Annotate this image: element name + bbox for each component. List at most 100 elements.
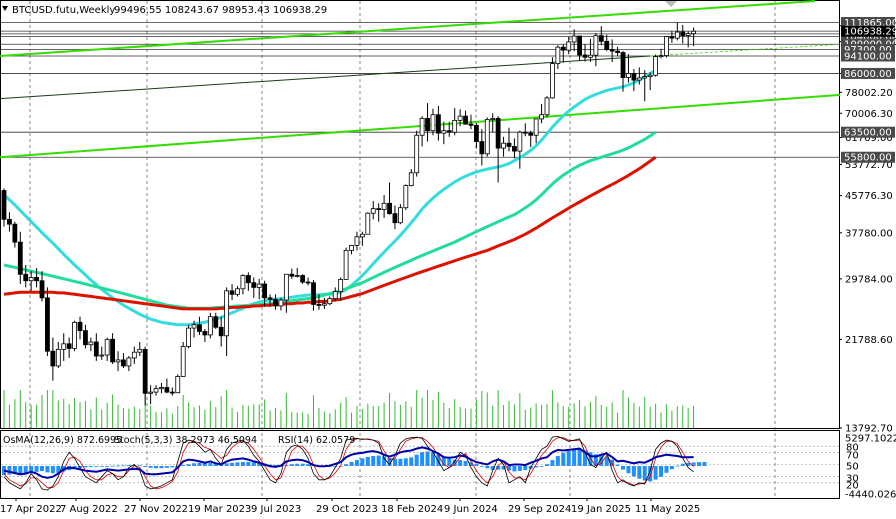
time-axis-label: 18 Feb 2024: [381, 504, 443, 515]
candle: [468, 114, 474, 130]
candle: [207, 312, 213, 339]
candle-body-down: [7, 218, 12, 225]
candle: [294, 268, 300, 278]
candle: [273, 294, 278, 310]
candle-body-down: [582, 54, 588, 58]
osma-histogram-bar: [251, 462, 256, 466]
candle: [110, 333, 115, 364]
osma-histogram-bar: [523, 466, 528, 471]
osma-histogram-bar: [148, 466, 153, 468]
candle: [414, 130, 420, 177]
candle-body-down: [387, 202, 392, 215]
osma-histogram-bar: [83, 466, 88, 468]
candle-body-up: [685, 33, 691, 36]
candle-body-up: [88, 341, 94, 346]
candle-body-up: [642, 76, 648, 79]
candle-body-down: [218, 326, 224, 337]
candle-body-down: [45, 297, 50, 352]
candle-body-up: [430, 114, 436, 132]
candle-body-down: [604, 40, 610, 50]
candle: [300, 274, 306, 285]
candle-body-up: [414, 134, 420, 174]
candle: [365, 212, 371, 235]
candle-body-up: [294, 275, 300, 277]
candle: [642, 70, 648, 102]
candle-body-down: [305, 281, 311, 284]
candle: [354, 231, 360, 251]
candle: [359, 231, 365, 246]
candle-body-down: [273, 298, 278, 307]
candle: [93, 333, 99, 361]
candle: [387, 182, 392, 215]
price-axis-label: 37780.00: [845, 228, 893, 239]
candle-body-down: [528, 132, 534, 136]
candle-body-down: [50, 350, 56, 367]
candle: [251, 277, 257, 298]
osma-histogram-bar: [430, 452, 435, 466]
candle-body-up: [674, 31, 680, 39]
osma-histogram-bar: [680, 463, 685, 466]
candle: [349, 244, 354, 255]
candle: [588, 39, 593, 62]
candle-body-down: [289, 273, 295, 277]
candle-body-up: [533, 118, 539, 136]
candle: [1, 188, 7, 227]
candle-body-up: [490, 117, 496, 120]
candle: [517, 130, 523, 169]
osma-histogram-bar: [257, 462, 262, 466]
candle-body-down: [479, 141, 485, 155]
candle-body-down: [83, 330, 88, 346]
candle: [691, 27, 697, 47]
candle-body-up: [408, 172, 414, 187]
osma-histogram-bar: [545, 464, 549, 466]
candle: [311, 280, 316, 311]
candle: [604, 34, 610, 52]
candle: [522, 123, 528, 137]
candle-body-up: [153, 388, 159, 393]
candle: [17, 231, 23, 285]
osma-histogram-bar: [479, 466, 484, 467]
candle: [88, 337, 94, 352]
candle-body-up: [343, 249, 349, 280]
candle-body-up: [131, 351, 137, 359]
osma-histogram-bar: [458, 460, 463, 466]
candle: [615, 46, 620, 57]
candle: [555, 45, 561, 69]
candle-body-up: [61, 343, 67, 350]
candle-body-up: [191, 324, 197, 329]
osma-histogram-bar: [691, 462, 696, 466]
candle: [175, 374, 181, 394]
candle: [544, 96, 550, 118]
osma-histogram-bar: [468, 462, 473, 466]
candle-body-down: [669, 36, 675, 39]
osma-histogram-bar: [360, 458, 365, 466]
candle-body-down: [620, 52, 626, 78]
osma-histogram-bar: [295, 463, 300, 466]
candle-body-down: [197, 324, 202, 332]
candle: [343, 247, 349, 280]
candle: [197, 316, 202, 335]
osma-histogram-bar: [653, 466, 658, 480]
candle-body-up: [115, 359, 121, 363]
osma-histogram-bar: [621, 466, 626, 470]
shift-marker-icon[interactable]: [665, 1, 677, 7]
candle: [305, 277, 311, 286]
candle-body-up: [419, 117, 425, 136]
candle: [577, 35, 582, 61]
candle-body-up: [180, 346, 186, 377]
osma-histogram-bar: [555, 456, 560, 466]
candle: [164, 378, 170, 394]
osma-histogram-bar: [539, 466, 544, 467]
candle: [484, 117, 490, 157]
collapse-triangle-icon[interactable]: [2, 6, 8, 11]
candle: [262, 280, 268, 307]
candle-body-up: [349, 245, 354, 251]
osma-histogram-bar: [659, 466, 664, 477]
candle: [61, 333, 67, 361]
candle-body-up: [517, 131, 523, 152]
candle-body-up: [403, 185, 409, 209]
candle-body-up: [691, 30, 697, 35]
indicator-axis-label: -4440.0263: [845, 490, 896, 501]
